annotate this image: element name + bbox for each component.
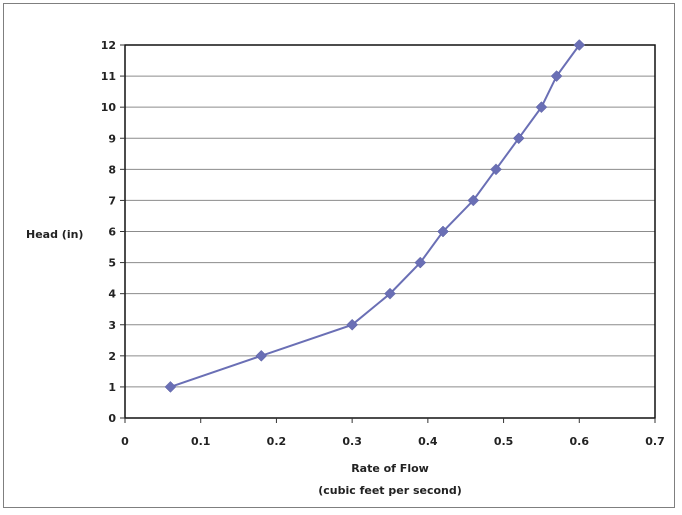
x-tick-label: 0.5 bbox=[494, 435, 514, 448]
data-point bbox=[346, 318, 358, 331]
x-axis-title: Rate of Flow bbox=[351, 462, 429, 475]
x-tick-label: 0.7 bbox=[645, 435, 665, 448]
data-point bbox=[164, 381, 177, 393]
x-axis-subtitle: (cubic feet per second) bbox=[318, 484, 462, 497]
x-tick-label: 0.6 bbox=[570, 435, 590, 448]
data-point bbox=[535, 101, 548, 114]
chart-frame: 0 0.1 0.2 0.3 0.4 0.5 0.6 0.7 0 1 2 3 4 5 6 7 8 9 10 11 12 … bbox=[3, 3, 675, 508]
y-tick-label: 2 bbox=[108, 350, 116, 363]
data-point bbox=[490, 163, 502, 176]
y-axis-title: Head (in) bbox=[26, 228, 83, 241]
y-tick-label: 3 bbox=[108, 319, 116, 332]
x-tick-label: 0.3 bbox=[342, 435, 362, 448]
data-point bbox=[512, 132, 525, 145]
series-line bbox=[170, 44, 581, 388]
y-tick-label: 1 bbox=[108, 381, 116, 394]
gridlines bbox=[125, 75, 655, 388]
data-point bbox=[384, 287, 396, 300]
x-tick-label: 0.1 bbox=[191, 435, 211, 448]
x-tick-label: 0.4 bbox=[418, 435, 438, 448]
y-tick-label: 8 bbox=[108, 163, 116, 176]
x-axis-ticks: 0 0.1 0.2 0.3 0.4 0.5 0.6 0.7 bbox=[121, 418, 665, 448]
y-tick-label: 11 bbox=[101, 70, 116, 83]
data-point bbox=[437, 225, 449, 238]
y-tick-label: 4 bbox=[108, 288, 116, 301]
x-tick-label: 0 bbox=[121, 435, 129, 448]
data-point bbox=[255, 349, 268, 362]
y-tick-label: 6 bbox=[108, 226, 116, 239]
y-tick-label: 12 bbox=[101, 39, 116, 52]
y-tick-label: 0 bbox=[108, 412, 116, 425]
y-tick-label: 7 bbox=[108, 194, 116, 207]
y-tick-label: 5 bbox=[108, 257, 116, 270]
data-point bbox=[414, 256, 427, 269]
line-chart: 0 0.1 0.2 0.3 0.4 0.5 0.6 0.7 0123456789101112 … bbox=[26, 39, 665, 497]
x-tick-label: 0.2 bbox=[267, 435, 287, 448]
data-point bbox=[467, 194, 480, 207]
y-tick-label: 10 bbox=[101, 101, 117, 114]
series-layer bbox=[164, 39, 586, 393]
data-point bbox=[550, 70, 563, 82]
y-tick-label: 9 bbox=[108, 132, 116, 145]
data-point bbox=[573, 39, 586, 51]
